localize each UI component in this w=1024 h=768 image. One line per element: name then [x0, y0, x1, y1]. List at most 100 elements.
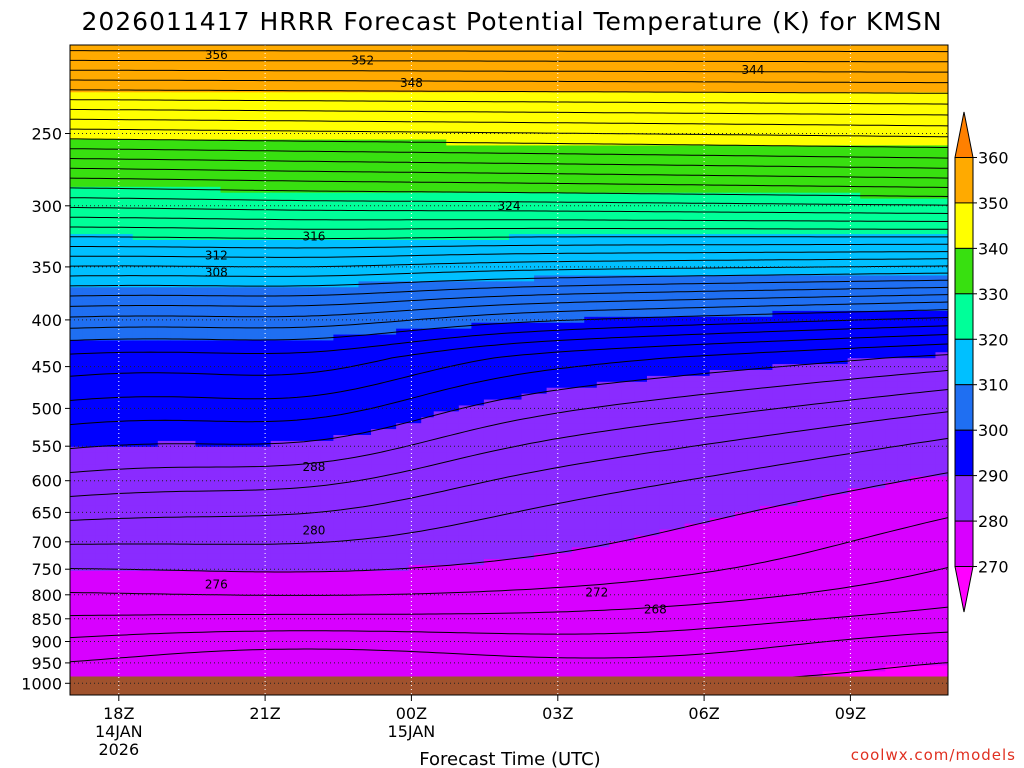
contour-cell	[697, 423, 711, 430]
contour-cell	[747, 198, 761, 206]
contour-cell	[471, 104, 485, 111]
contour-cell	[358, 163, 372, 170]
contour-cell	[383, 133, 397, 141]
contour-cell	[559, 186, 573, 194]
contour-cell	[308, 56, 322, 64]
contour-cell	[233, 98, 247, 105]
contour-cell	[157, 352, 171, 359]
contour-cell	[860, 228, 874, 235]
contour-cell	[684, 370, 698, 377]
contour-cell	[634, 310, 648, 318]
contour-cell	[195, 68, 209, 76]
contour-cell	[320, 50, 334, 58]
contour-cell	[759, 393, 773, 401]
contour-cell	[270, 133, 284, 141]
contour-cell	[810, 127, 824, 135]
contour-cell	[659, 375, 673, 383]
contour-cell	[634, 251, 648, 259]
contour-cell	[195, 435, 209, 442]
contour-cell	[885, 305, 899, 312]
contour-cell	[345, 222, 360, 229]
contour-cell	[358, 370, 372, 377]
contour-cell	[910, 417, 924, 424]
contour-cell	[207, 370, 222, 377]
contour-cell	[258, 251, 272, 259]
contour-cell	[910, 429, 924, 436]
contour-cell	[822, 186, 836, 194]
contour-cell	[433, 127, 447, 135]
contour-cell	[747, 216, 761, 223]
contour-cell	[509, 222, 523, 229]
contour-cell	[170, 180, 184, 188]
contour-cell	[897, 169, 911, 176]
contour-cell	[245, 121, 259, 129]
contour-cell	[170, 334, 184, 342]
contour-cell	[145, 110, 159, 117]
contour-cell	[684, 92, 698, 99]
contour-cell	[759, 299, 773, 306]
contour-cell	[283, 364, 297, 371]
contour-cell	[810, 352, 824, 359]
contour-cell	[283, 198, 297, 206]
contour-cell	[433, 423, 447, 430]
contour-cell	[483, 364, 498, 371]
contour-cell	[910, 121, 924, 129]
contour-cell	[421, 204, 435, 212]
contour-cell	[922, 411, 937, 418]
contour-cell	[132, 163, 146, 170]
contour-cell	[95, 240, 109, 247]
contour-cell	[483, 340, 498, 347]
contour-cell	[734, 198, 748, 206]
contour-cell	[120, 180, 134, 188]
contour-cell	[885, 240, 899, 247]
contour-cell	[684, 393, 698, 401]
contour-cell	[408, 210, 422, 217]
contour-cell	[182, 139, 197, 147]
contour-cell	[120, 210, 134, 217]
contour-cell	[408, 293, 422, 300]
contour-cell	[509, 263, 523, 271]
contour-cell	[82, 411, 96, 418]
contour-cell	[797, 204, 811, 212]
contour-cell	[433, 186, 447, 194]
contour-cell	[483, 352, 498, 359]
contour-cell	[95, 299, 109, 306]
contour-cell	[546, 263, 560, 271]
contour-cell	[371, 452, 385, 460]
contour-cell	[132, 446, 146, 454]
contour-cell	[784, 269, 799, 277]
contour-cell	[684, 157, 698, 164]
contour-cell	[233, 192, 247, 200]
contour-cell	[747, 115, 761, 123]
contour-cell	[320, 204, 334, 212]
contour-cell	[220, 151, 234, 158]
contour-cell	[383, 358, 397, 365]
contour-cell	[772, 393, 786, 401]
contour-cell	[408, 435, 422, 442]
contour-cell	[534, 210, 548, 217]
contour-cell	[571, 375, 585, 383]
contour-cell	[207, 210, 222, 217]
contour-cell	[860, 429, 874, 436]
contour-cell	[860, 240, 874, 247]
contour-cell	[320, 180, 334, 188]
contour-cell	[333, 222, 347, 229]
contour-cell	[82, 80, 96, 87]
contour-cell	[471, 381, 485, 389]
contour-cell	[860, 275, 874, 282]
contour-cell	[797, 127, 811, 135]
contour-cell	[295, 56, 309, 64]
contour-cell	[433, 340, 447, 347]
contour-cell	[396, 417, 410, 424]
contour-cell	[270, 429, 284, 436]
contour-cell	[371, 257, 385, 265]
contour-cell	[546, 328, 560, 336]
contour-cell	[157, 204, 171, 212]
contour-cell	[784, 186, 799, 194]
contour-cell	[333, 334, 347, 342]
contour-cell	[835, 74, 849, 82]
contour-cell	[446, 293, 460, 300]
contour-cell	[697, 192, 711, 200]
contour-cell	[910, 86, 924, 93]
contour-cell	[345, 411, 360, 418]
